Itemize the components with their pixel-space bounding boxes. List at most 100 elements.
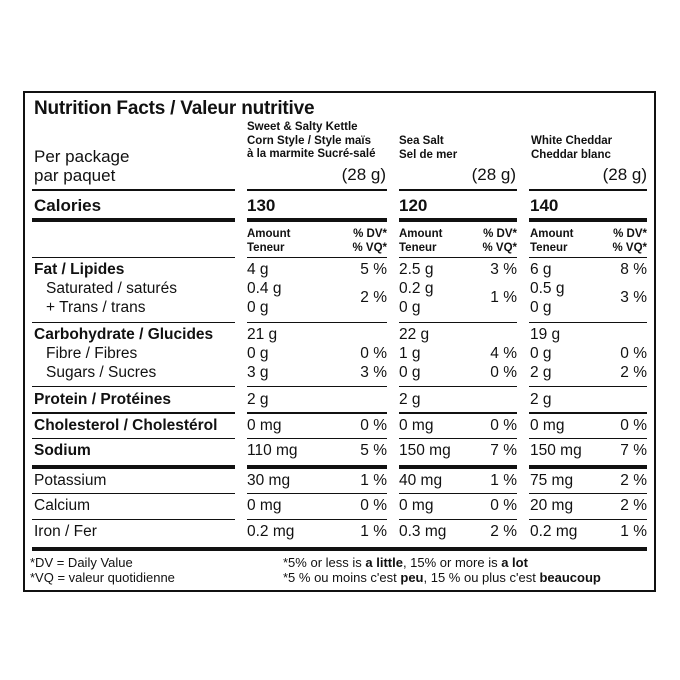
sodium-label: Sodium [34,442,91,460]
divider [32,386,235,387]
thick-divider [247,218,387,222]
cholesterol-amount-2: 0 mg [399,417,433,435]
calcium-dv-1: 0 % [327,497,387,515]
protein-amount-3: 2 g [530,391,552,409]
teneur-label: Teneur [530,241,573,255]
vq-label: % VQ* [457,241,517,255]
thick-divider [399,218,517,222]
potassium-dv-1: 1 % [327,472,387,490]
cholesterol-label: Cholesterol / Cholestérol [34,417,217,435]
divider [32,322,235,323]
divider [399,189,517,191]
protein-amount-1: 2 g [247,391,269,409]
footnote-percent-fr: *5 % ou moins c'est peu, 15 % ou plus c'… [283,570,601,585]
potassium-label: Potassium [34,472,106,490]
dv-label: % DV* [587,227,647,241]
footnote-percent: *5% or less is a little, 15% or more is … [283,555,601,585]
carbohydrate-amount-3: 19 g [530,326,560,344]
cholesterol-amount-1: 0 mg [247,417,281,435]
saturated-amount-2: 0.2 g [399,280,433,298]
sugars-label: Sugars / Sucres [46,364,156,382]
divider [32,438,235,439]
calcium-label: Calcium [34,497,90,515]
divider [399,519,517,520]
calcium-dv-3: 2 % [587,497,647,515]
fat-amount-1: 4 g [247,261,269,279]
footnote-percent-en: *5% or less is a little, 15% or more is … [283,555,601,570]
thick-divider [32,465,235,469]
amount-header-3: Amount Teneur [530,227,573,255]
sat-trans-dv-2: 1 % [457,289,517,307]
divider [399,257,517,258]
calories-value-2: 120 [399,196,427,216]
sugars-amount-2: 0 g [399,364,421,382]
dv-label: % DV* [457,227,517,241]
bold-text: beaucoup [539,570,600,585]
iron-amount-3: 0.2 mg [530,523,577,541]
sodium-dv-3: 7 % [587,442,647,460]
cholesterol-dv-3: 0 % [587,417,647,435]
thick-divider [247,465,387,469]
fat-dv-3: 8 % [587,261,647,279]
calcium-amount-1: 0 mg [247,497,281,515]
per-package-fr: par paquet [34,166,115,185]
fat-dv-2: 3 % [457,261,517,279]
serving-size-2: (28 g) [399,165,516,185]
thick-divider [32,218,235,222]
product-name-line: Sea Salt [399,135,457,149]
sodium-amount-2: 150 mg [399,442,451,460]
divider [32,519,235,520]
amount-header-1: Amount Teneur [247,227,290,255]
fibre-label: Fibre / Fibres [46,345,137,363]
divider [529,322,647,323]
product-name-line: Cheddar blanc [531,149,612,163]
sodium-dv-2: 7 % [457,442,517,460]
calories-value-3: 140 [530,196,558,216]
sat-trans-dv-1: 2 % [327,289,387,307]
divider [247,438,387,439]
protein-amount-2: 2 g [399,391,421,409]
calories-value-1: 130 [247,196,275,216]
sugars-dv-2: 0 % [457,364,517,382]
divider [247,189,387,191]
sugars-dv-1: 3 % [327,364,387,382]
divider [529,438,647,439]
divider [247,257,387,258]
trans-label: + Trans / trans [46,299,146,317]
product-name-line: Corn Style / Style maïs [247,135,376,149]
fibre-amount-3: 0 g [530,345,552,363]
cholesterol-dv-1: 0 % [327,417,387,435]
saturated-amount-3: 0.5 g [530,280,564,298]
fibre-amount-1: 0 g [247,345,269,363]
iron-label: Iron / Fer [34,523,97,541]
footnote-dv-fr: *VQ = valeur quotidienne [30,570,175,585]
fibre-amount-2: 1 g [399,345,421,363]
divider [529,412,647,414]
fat-amount-3: 6 g [530,261,552,279]
potassium-amount-2: 40 mg [399,472,442,490]
thick-divider [529,218,647,222]
thick-divider [32,547,647,551]
saturated-amount-1: 0.4 g [247,280,281,298]
per-package-en: Per package [34,147,129,166]
sugars-amount-1: 3 g [247,364,269,382]
potassium-amount-3: 75 mg [530,472,573,490]
text: *5% or less is [283,555,365,570]
divider [399,438,517,439]
divider [32,493,235,494]
sodium-amount-3: 150 mg [530,442,582,460]
potassium-dv-3: 2 % [587,472,647,490]
divider [399,493,517,494]
text: , 15% or more is [403,555,501,570]
bold-text: a little [365,555,403,570]
amount-label: Amount [399,227,442,241]
fibre-dv-1: 0 % [327,345,387,363]
saturated-label: Saturated / saturés [46,280,177,298]
product-name-2: Sea Salt Sel de mer [399,135,457,162]
text: *5 % ou moins c'est [283,570,400,585]
divider [399,322,517,323]
divider [247,412,387,414]
divider [529,257,647,258]
bold-text: a lot [501,555,528,570]
serving-size-3: (28 g) [531,165,647,185]
